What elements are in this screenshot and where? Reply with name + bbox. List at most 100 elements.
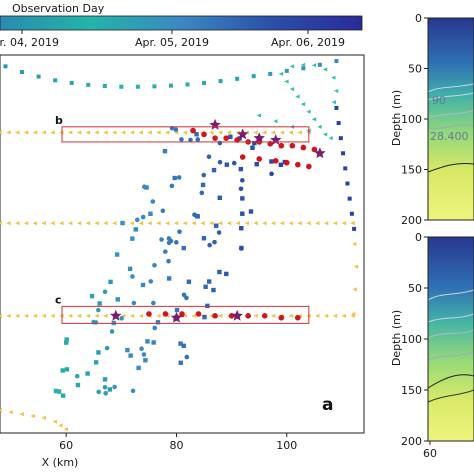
track-marker [306,221,311,226]
observation-square [155,320,161,325]
track-marker [147,130,152,135]
track-marker [41,130,46,135]
profile-dot [256,156,263,162]
upper-track-marker [311,117,317,122]
track-marker [41,415,46,420]
box-c [61,305,310,324]
observation-dot [74,373,80,379]
track-marker [147,221,152,226]
observation-dot [238,186,244,192]
observation-square [53,388,59,394]
track-marker [129,130,135,135]
observation-dot [160,208,166,214]
panel-c-x-ticks: 60 [423,441,437,460]
observation-square [128,353,133,358]
track-marker [288,221,294,226]
observation-dot [212,239,217,245]
isoline-7 [427,313,474,323]
track-marker [350,221,355,226]
observation-dot [176,175,182,180]
observation-dot [188,137,193,143]
track-marker [50,313,55,318]
observation-dot [174,240,179,245]
track-marker [270,221,276,226]
observation-dot [150,199,156,204]
observation-square [56,389,62,394]
track-marker [253,313,258,318]
right-square [347,196,352,201]
track-marker [270,130,276,135]
track-marker [50,221,55,226]
track-marker [85,130,91,135]
track-marker [270,313,276,318]
depth-tick-label: 50 [408,63,422,76]
isoline-1 [427,83,474,93]
track-marker [129,313,135,318]
x-axis-ticks: 60 80 100 [59,433,297,452]
isoline-4 [427,124,474,129]
track-marker [15,313,20,318]
track-marker [6,221,11,226]
observation-square [89,293,95,299]
colorbar-tick-label: Apr. 04, 2019 [0,36,59,49]
track-marker [315,313,320,318]
track-marker [138,130,144,135]
track-marker [156,313,161,318]
track-square [119,84,124,89]
right-square [338,136,343,141]
observation-dot [102,289,108,295]
profile-dot [179,311,185,317]
observation-square [178,341,183,346]
profile-dot [278,314,285,321]
track-marker [76,313,82,318]
observation-dot [207,242,212,248]
upper-track-marker [333,88,339,93]
track-marker [8,410,13,415]
observation-dot [142,184,147,190]
upper-track-marker [284,79,289,84]
isoline-9 [427,351,474,361]
profile-dot [278,142,285,149]
observation-dot [119,316,124,321]
profile-star [231,309,243,321]
observation-square [202,314,207,320]
observation-dot [195,137,201,142]
track-marker [6,130,11,135]
observation-square [203,284,208,289]
panel-c-field [428,237,474,441]
depth-tick-label: 200 [401,214,422,227]
track-square [135,84,140,89]
isoline-8 [427,329,474,339]
observation-dot [166,240,172,246]
profile-dot [295,314,301,321]
track-square [152,84,157,89]
observation-dot [104,345,110,351]
track-marker [32,130,38,135]
right-square [343,166,348,171]
observation-dot [151,300,156,306]
track-marker [279,221,285,226]
track-marker [94,130,99,135]
observation-square [200,182,206,188]
observation-square [217,195,222,201]
profile-dot [195,311,202,317]
depth-tick-label: 0 [415,12,422,25]
colorbar-tick-label: Apr. 05, 2019 [135,36,209,49]
panel-b-field [428,18,474,220]
observation-square [224,162,230,167]
track-square [86,82,91,87]
isoline-label-2: 28.400 [430,130,469,143]
track-marker [138,313,144,318]
observation-square [151,340,156,345]
track-marker [165,130,170,135]
upper-track-marker [331,75,336,80]
track-square [53,78,58,83]
upper-track-marker [322,67,328,72]
observation-square [211,287,216,293]
track-marker [63,427,69,432]
profile-star [253,132,265,143]
track-marker [226,130,232,135]
right-square [334,105,339,110]
track-square [202,80,207,85]
observation-square [108,279,113,285]
